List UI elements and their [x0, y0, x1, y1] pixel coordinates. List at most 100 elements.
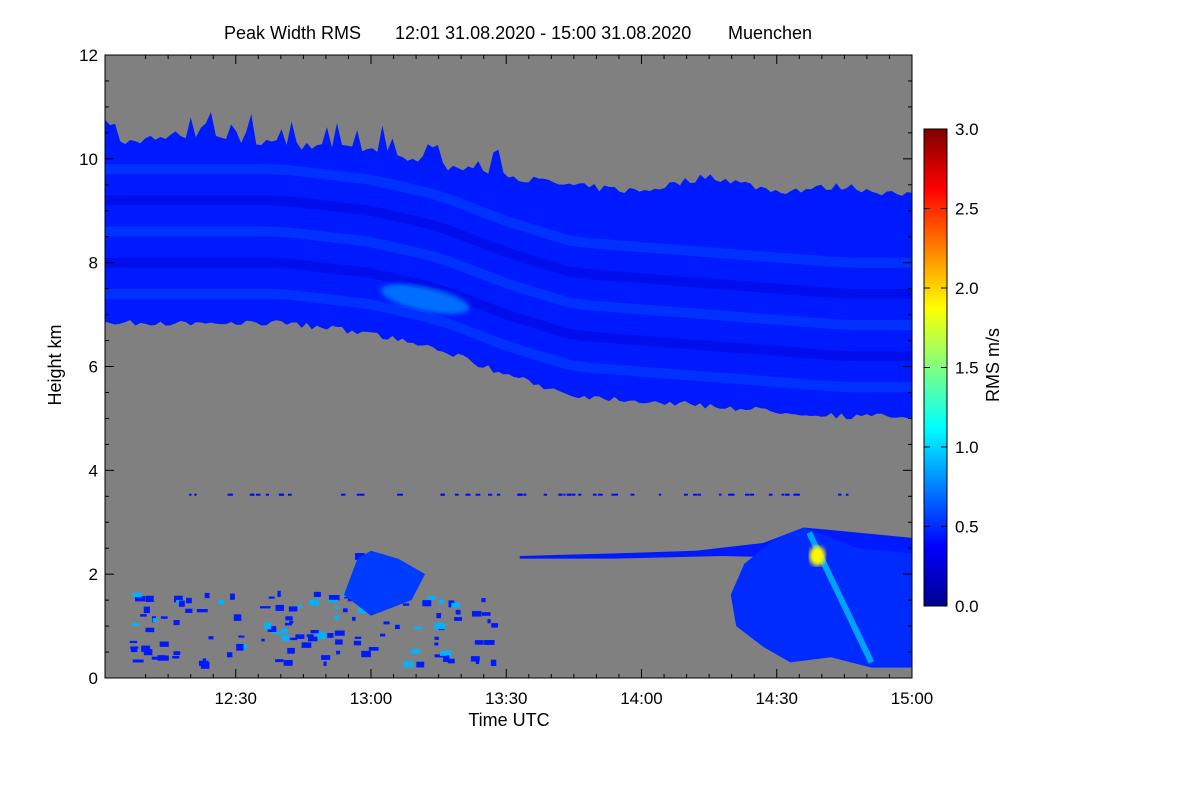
- low-echo: [289, 637, 298, 641]
- low-echo: [268, 596, 275, 599]
- cloud-band-streak: [105, 226, 912, 330]
- low-echo: [434, 654, 443, 658]
- low-echo: [353, 640, 362, 646]
- low-echo: [141, 645, 151, 652]
- echo-dot: [571, 493, 576, 496]
- low-echo: [186, 597, 192, 604]
- low-echo: [261, 638, 265, 642]
- low-echo: [355, 553, 365, 560]
- low-echo: [422, 600, 432, 607]
- low-echo: [358, 607, 367, 614]
- echo-dot: [784, 493, 788, 496]
- low-echo: [202, 658, 207, 665]
- low-echo: [451, 602, 461, 608]
- echo-dot: [613, 493, 618, 496]
- low-echo: [145, 595, 154, 602]
- low-echo: [443, 650, 452, 657]
- low-echo: [313, 591, 321, 598]
- echo-dot: [399, 493, 403, 496]
- echo-dot: [228, 493, 233, 496]
- low-echo: [328, 595, 340, 601]
- low-echo: [288, 606, 298, 612]
- low-echo: [272, 632, 283, 635]
- low-echo: [178, 600, 185, 607]
- low-echo: [275, 659, 284, 663]
- low-echo: [310, 629, 319, 634]
- low-echo: [143, 649, 153, 656]
- low-echo: [327, 599, 338, 603]
- echo-dot: [796, 493, 800, 496]
- low-echo: [196, 609, 208, 613]
- echo-dot: [488, 493, 493, 496]
- y-tick-label: 10: [79, 150, 98, 169]
- low-echo: [443, 655, 450, 662]
- low-echo: [321, 655, 331, 660]
- low-echo: [323, 661, 327, 666]
- low-echo: [471, 611, 482, 617]
- low-echo: [173, 620, 180, 626]
- low-echo: [368, 647, 379, 651]
- convective-cell: [730, 527, 912, 668]
- colorbar-ticks: 0.0 0.5 1.0 1.5 2.0 2.5 3.0: [924, 120, 979, 616]
- low-echo: [491, 623, 499, 628]
- y-tick-label: 6: [89, 358, 98, 377]
- low-echo: [158, 655, 169, 661]
- low-echo: [226, 652, 233, 658]
- low-echo: [152, 618, 157, 623]
- low-echo: [200, 661, 210, 669]
- low-echo: [173, 595, 183, 603]
- chart-title: Peak Width RMS: [224, 23, 361, 43]
- low-echo: [208, 636, 214, 640]
- echo-dot: [567, 493, 572, 496]
- low-echo: [230, 593, 235, 600]
- low-echo: [306, 634, 314, 638]
- low-echo: [284, 622, 292, 626]
- echo-dot: [465, 493, 469, 496]
- low-echo: [395, 624, 400, 630]
- low-echo: [490, 659, 497, 666]
- y-axis-label: Height km: [45, 324, 65, 405]
- x-tick-label: 12:30: [214, 689, 257, 708]
- echo-dot: [630, 493, 635, 496]
- x-axis-label: Time UTC: [468, 710, 549, 730]
- low-echo: [264, 622, 272, 630]
- low-echo: [414, 626, 423, 630]
- low-echo: [439, 599, 444, 605]
- low-echo: [135, 596, 143, 599]
- colorbar-label: RMS m/s: [983, 328, 1003, 402]
- low-echo: [260, 606, 271, 609]
- low-echo: [130, 646, 138, 653]
- low-echo: [238, 635, 245, 638]
- low-echo: [129, 640, 138, 644]
- echo-dot: [845, 493, 849, 496]
- colorbar-tick-label: 1.0: [955, 438, 979, 457]
- low-echo: [335, 639, 343, 645]
- echo-dot: [838, 493, 842, 496]
- echo-dot: [732, 493, 735, 496]
- low-echo: [447, 658, 455, 664]
- echo-dot: [563, 493, 566, 496]
- echo-dot: [793, 493, 798, 496]
- low-echo: [484, 640, 495, 645]
- low-echo: [336, 650, 341, 655]
- x-tick-label: 13:30: [485, 689, 528, 708]
- cloud-band-streak: [105, 195, 912, 299]
- low-echo: [160, 616, 168, 619]
- low-echo: [135, 596, 146, 602]
- echo-dot: [265, 493, 270, 496]
- low-echo: [351, 616, 356, 621]
- x-tick-label: 13:00: [350, 689, 393, 708]
- low-echo: [403, 661, 414, 668]
- y-tick-label: 12: [79, 46, 98, 65]
- low-echo: [281, 635, 290, 641]
- convective-peak: [809, 545, 826, 566]
- echo-dot: [278, 493, 284, 496]
- echo-dot: [698, 493, 701, 496]
- echo-dot: [658, 493, 662, 496]
- low-echo: [439, 651, 447, 656]
- echo-dot: [558, 493, 562, 496]
- low-echo: [267, 626, 277, 632]
- colorbar-tick-label: 2.0: [955, 279, 979, 298]
- echo-dot: [356, 493, 362, 496]
- y-tick-label: 8: [89, 254, 98, 273]
